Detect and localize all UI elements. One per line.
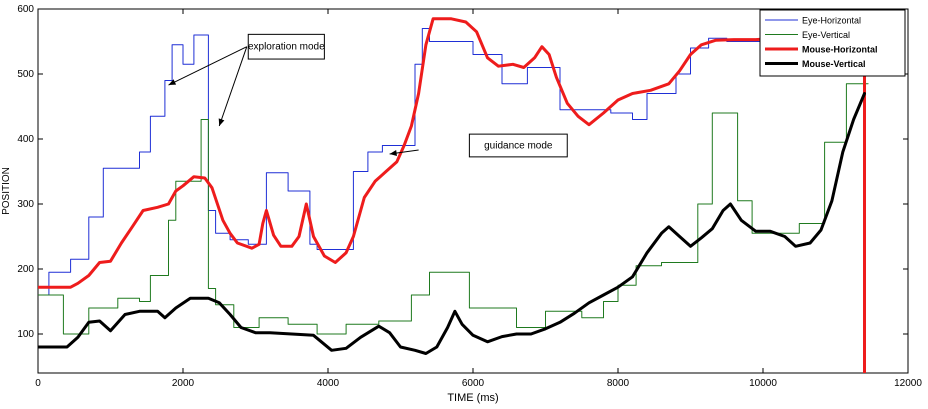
y-tick-label: 200 [17, 264, 34, 275]
x-axis-label: TIME (ms) [447, 392, 498, 404]
legend-label: Mouse-Vertical [802, 59, 866, 69]
series-line-mouse-horizontal [38, 17, 866, 373]
y-tick-label: 500 [17, 69, 34, 80]
series-layer [38, 17, 869, 373]
x-tick-label: 4000 [317, 378, 340, 389]
legend-label: Eye-Horizontal [802, 16, 861, 26]
y-tick-label: 600 [17, 4, 34, 15]
annotation-arrowhead [168, 79, 177, 86]
legend-item-eye-vertical: Eye-Vertical [765, 30, 850, 40]
legend-item-mouse-horizontal: Mouse-Horizontal [765, 45, 878, 55]
annotation-arrowhead [218, 118, 225, 126]
series-line-mouse-vertical [38, 92, 866, 355]
x-tick-label: 0 [35, 378, 41, 389]
y-tick-label: 400 [17, 134, 34, 145]
annotation-arrow [218, 46, 248, 127]
series-line-eye-horizontal [38, 28, 865, 296]
x-tick-label: 8000 [607, 378, 630, 389]
annotation-layer: exploration mode guidance mode [168, 33, 568, 158]
annotation-label: exploration mode [248, 42, 325, 53]
series-line-eye-vertical [38, 83, 869, 335]
x-tick-label: 6000 [462, 378, 485, 389]
x-tick-label: 2000 [172, 378, 195, 389]
ticks-layer: 0 2000 4000 6000 8000 10000 12000 100 200 300 400 5… [17, 4, 922, 389]
legend-item-mouse-vertical: Mouse-Vertical [765, 59, 866, 69]
legend-label: Eye-Vertical [802, 30, 850, 40]
legend: Eye-Horizontal Eye-Vertical Mouse-Horizont… [759, 9, 906, 77]
annotation-box [468, 133, 568, 158]
annotation-1: guidance mode [389, 133, 568, 158]
y-tick-label: 300 [17, 199, 34, 210]
annotation-label: guidance mode [484, 141, 553, 152]
annotation-0: exploration mode [168, 33, 325, 127]
annotation-arrow [168, 46, 248, 86]
annotation-box [247, 33, 325, 60]
x-tick-label: 10000 [749, 378, 777, 389]
annotation-arrowhead [389, 150, 397, 156]
x-tick-label: 12000 [894, 378, 922, 389]
y-tick-label: 100 [17, 329, 34, 340]
legend-item-eye-horizontal: Eye-Horizontal [765, 16, 861, 26]
legend-label: Mouse-Horizontal [802, 45, 878, 55]
y-axis-label: POSITION [1, 167, 12, 215]
